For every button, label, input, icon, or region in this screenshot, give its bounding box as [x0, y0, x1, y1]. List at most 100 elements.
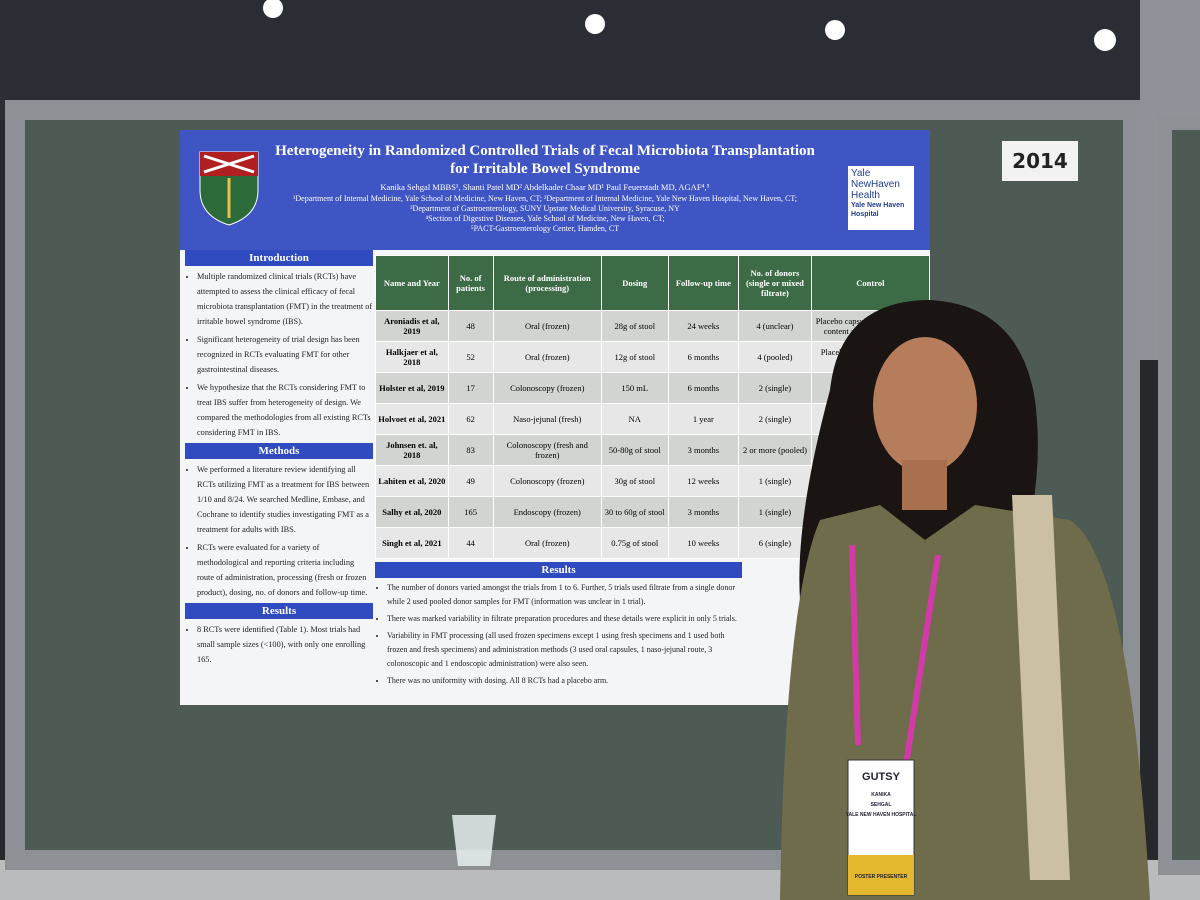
authors: Kanika Sehgal MBBS¹, Shanti Patel MD² Ab…: [380, 182, 710, 192]
section: Introduction Multiple randomized clinical…: [185, 250, 373, 440]
header-cell: Dosing: [600, 255, 669, 311]
section-heading: Introduction: [185, 250, 373, 266]
table-cell: 28g of stool: [600, 310, 669, 342]
next-board-panel: [1172, 130, 1200, 860]
header-cell: Route of administration (processing): [492, 255, 602, 311]
affiliation: ⁵PACT-Gastroenterology Center, Hamden, C…: [470, 224, 620, 233]
bullet: There was no uniformity with dosing. All…: [387, 674, 742, 688]
table-cell: Endoscopy (frozen): [492, 496, 602, 528]
table-cell: Autologous: [810, 372, 931, 404]
table-cell: Autologous: [810, 496, 931, 528]
section: Methods We performed a literature review …: [185, 443, 373, 600]
table-row: Halkjaer et al, 2018 52 Oral (frozen) 12g o…: [375, 341, 931, 373]
table-cell: Singh et al, 2021: [375, 527, 449, 559]
cup: [452, 815, 496, 866]
table-cell: 3 months: [667, 496, 740, 528]
bullet: We performed a literature review identif…: [197, 462, 373, 537]
table-row: Aroniadis et al, 2019 48 Oral (frozen) 28g …: [375, 310, 931, 342]
table-cell: 4 (unclear): [738, 310, 812, 342]
table-cell: Autologous: [810, 403, 931, 435]
table-cell: Colonoscopy (frozen): [492, 465, 602, 497]
poster: Heterogeneity in Randomized Controlled T…: [180, 130, 931, 705]
table-cell: 12 weeks: [667, 465, 740, 497]
table-cell: 62: [447, 403, 494, 435]
table-cell: 17: [447, 372, 494, 404]
table-cell: Aroniadis et al, 2019: [375, 310, 449, 342]
table-cell: Oral (frozen): [492, 310, 602, 342]
table-cell: 48: [447, 310, 494, 342]
table-row: Holster et al, 2019 17 Colonoscopy (frozen…: [375, 372, 931, 404]
table-cell: 6 (single): [738, 527, 812, 559]
light: [263, 0, 283, 18]
affiliations: ¹Department of Internal Medicine, Yale S…: [275, 194, 815, 234]
affiliation: ⁴Section of Digestive Diseases, Yale Sch…: [425, 214, 665, 223]
table-cell: NA: [600, 403, 669, 435]
header-cell: No. of patients: [447, 255, 494, 311]
table-cell: 50-80g of stool: [600, 434, 669, 466]
results: Results The number of donors varied among…: [375, 562, 742, 691]
table-cell: Colonoscopy (fresh and frozen): [492, 434, 602, 466]
table-cell: 150 mL: [600, 372, 669, 404]
logo-line: Yale New Haven: [851, 202, 905, 209]
poster-header: Heterogeneity in Randomized Controlled T…: [180, 130, 930, 250]
bullet: There was marked variability in filtrate…: [387, 612, 742, 626]
header-cell: Name and Year: [375, 255, 449, 311]
yale-shield: [199, 151, 259, 226]
bullet: The number of donors varied amongst the …: [387, 581, 742, 609]
table-cell: Placebo capsules with non-fecal content …: [810, 310, 931, 342]
table-cell: 6 months: [667, 372, 740, 404]
table-cell: 6 months: [667, 341, 740, 373]
logo-line: NewHaven: [851, 179, 900, 190]
logo: Yale NewHaven Health Yale New Haven Hospital: [848, 166, 914, 230]
bullet: Significant heterogeneity of trial desig…: [197, 332, 373, 377]
table-cell: Salhy et al, 2020: [375, 496, 449, 528]
table-cell: 0.75g of stool: [600, 527, 669, 559]
table-cell: Autologous: [810, 465, 931, 497]
bullet: We hypothesize that the RCTs considering…: [197, 380, 373, 440]
light: [825, 20, 845, 40]
table-cell: Oral (frozen): [492, 341, 602, 373]
table-cell: Placebo capsules with saline, glycerol a…: [810, 341, 931, 373]
header-cell: Control: [810, 255, 931, 311]
table-cell: 30g of stool: [600, 465, 669, 497]
table-cell: Autologous: [810, 434, 931, 466]
table-cell: 30 to 60g of stool: [600, 496, 669, 528]
table-cell: Holster et al, 2019: [375, 372, 449, 404]
table-cell: 1 (single): [738, 496, 812, 528]
trial-table: Name and Year No. of patients Route of adm…: [375, 255, 931, 559]
table-cell: 1 (single): [738, 465, 812, 497]
left-column: Introduction Multiple randomized clinical…: [185, 250, 373, 670]
table-row: Lahiten et al, 2020 49 Colonoscopy (frozen…: [375, 465, 931, 497]
header-cell: No. of donors (single or mixed filtrate): [738, 255, 812, 311]
table-cell: Lahiten et al, 2020: [375, 465, 449, 497]
bullet-list: 8 RCTs were identified (Table 1). Most t…: [185, 622, 373, 667]
bullet: RCTs were evaluated for a variety of met…: [197, 540, 373, 600]
table-cell: Halkjaer et al, 2018: [375, 341, 449, 373]
table-cell: 10 weeks: [667, 527, 740, 559]
table-cell: 2 or more (pooled): [738, 434, 812, 466]
bullet-list: Multiple randomized clinical trials (RCT…: [185, 269, 373, 440]
table-cell: 24 weeks: [667, 310, 740, 342]
table-cell: Johnsen et. al, 2018: [375, 434, 449, 466]
board-number: 2014: [1002, 141, 1078, 181]
header-row: Name and Year No. of patients Route of adm…: [375, 255, 931, 311]
table-cell: 44: [447, 527, 494, 559]
table-cell: 2 (single): [738, 403, 812, 435]
logo-line: Health: [851, 190, 880, 201]
bullet: 8 RCTs were identified (Table 1). Most t…: [197, 622, 373, 667]
table-cell: 1 year: [667, 403, 740, 435]
table-cell: 4 (pooled): [738, 341, 812, 373]
logo-line: Yale: [851, 168, 871, 179]
light: [1094, 29, 1116, 51]
table-cell: 83: [447, 434, 494, 466]
table-cell: 3 months: [667, 434, 740, 466]
light: [585, 14, 605, 34]
table-cell: 12g of stool: [600, 341, 669, 373]
table-row: Singh et al, 2021 44 Oral (frozen) 0.75g of…: [375, 527, 931, 559]
poster-title: Heterogeneity in Randomized Controlled T…: [275, 143, 815, 177]
table-cell: 49: [447, 465, 494, 497]
section-heading: Methods: [185, 443, 373, 459]
table-cell: Placebo: [810, 527, 931, 559]
logo-line: Hospital: [851, 211, 879, 218]
